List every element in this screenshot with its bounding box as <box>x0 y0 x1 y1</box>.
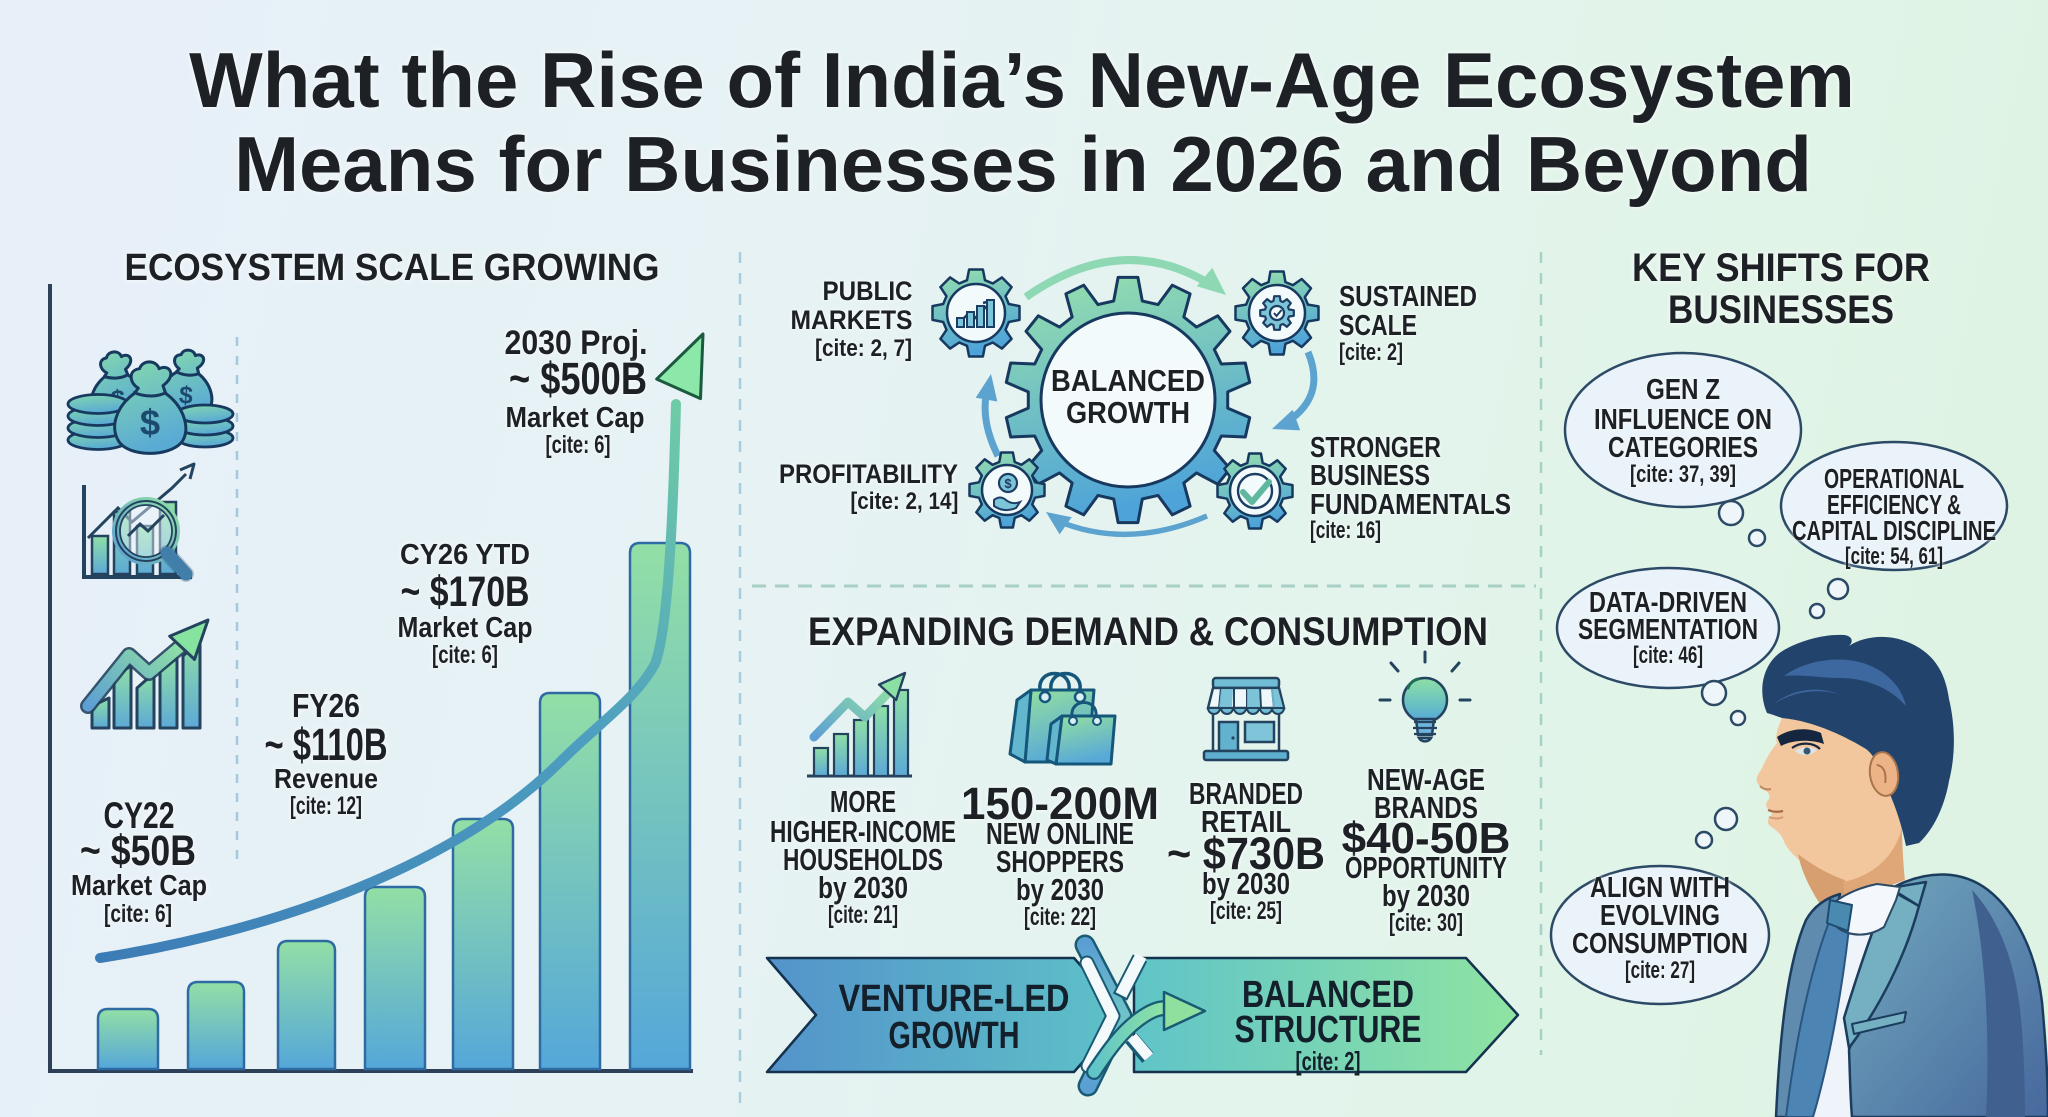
svg-text:$: $ <box>178 382 194 410</box>
svg-text:$: $ <box>140 402 160 443</box>
svg-text:$: $ <box>1004 476 1012 491</box>
